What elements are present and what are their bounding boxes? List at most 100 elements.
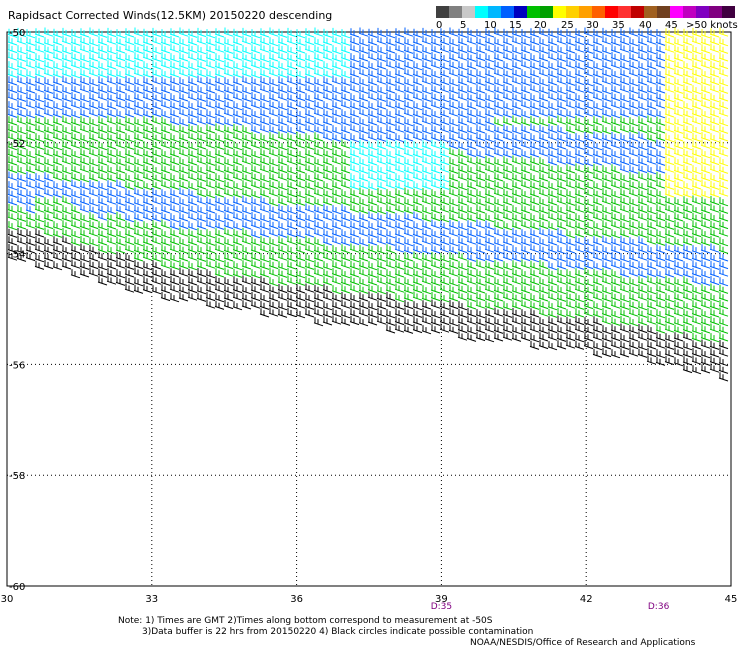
wind-barb <box>619 260 630 270</box>
wind-barb <box>493 307 504 317</box>
wind-barb <box>592 123 603 134</box>
wind-barb <box>673 124 684 134</box>
wind-barb <box>115 99 126 109</box>
wind-barb <box>682 308 693 318</box>
wind-barb <box>574 155 585 166</box>
wind-barb <box>457 323 468 334</box>
wind-barb <box>619 188 630 198</box>
wind-barb <box>277 163 288 174</box>
wind-barb <box>340 59 351 69</box>
wind-barb <box>520 76 531 86</box>
wind-barb <box>268 179 279 190</box>
wind-barb <box>142 36 153 46</box>
wind-barb <box>637 228 648 238</box>
wind-barb <box>214 93 225 103</box>
wind-barb <box>52 36 63 46</box>
wind-barb <box>61 140 72 150</box>
wind-barb <box>349 228 360 238</box>
wind-barb <box>583 117 594 127</box>
wind-barb <box>169 83 180 93</box>
wind-barb <box>196 107 207 118</box>
wind-barb <box>349 243 360 253</box>
wind-barb <box>331 165 342 175</box>
wind-barb <box>196 115 207 125</box>
wind-barb <box>655 204 666 214</box>
wind-barb <box>682 291 693 301</box>
wind-barb <box>565 59 576 69</box>
wind-barb <box>646 285 657 295</box>
wind-barb <box>97 91 108 101</box>
wind-barb <box>502 308 513 318</box>
wind-barb <box>421 195 432 205</box>
wind-barb <box>700 339 711 349</box>
wind-barb <box>430 69 441 79</box>
wind-barb <box>268 307 279 317</box>
wind-barb <box>619 243 630 253</box>
wind-barb <box>313 172 324 182</box>
wind-barb <box>646 205 657 215</box>
wind-barb <box>412 101 423 111</box>
wind-barb <box>367 148 378 158</box>
wind-barb <box>421 60 432 70</box>
wind-barb <box>133 227 144 237</box>
wind-barb <box>295 251 306 262</box>
wind-barb <box>43 187 54 197</box>
wind-barb <box>169 163 180 173</box>
legend-label: 45 <box>665 20 678 31</box>
wind-barb <box>394 173 405 183</box>
wind-barb <box>394 75 405 86</box>
wind-barb <box>43 157 54 167</box>
wind-barb <box>439 283 450 293</box>
wind-barb <box>331 155 342 165</box>
wind-barb <box>511 275 522 285</box>
wind-barb <box>493 99 504 110</box>
wind-barb <box>448 37 459 47</box>
wind-barb <box>655 59 666 69</box>
wind-barb <box>430 251 441 262</box>
wind-barb <box>556 147 567 158</box>
wind-barb <box>133 172 144 182</box>
wind-barb <box>367 251 378 261</box>
wind-barb <box>34 228 45 238</box>
wind-barb <box>565 324 576 334</box>
wind-barb <box>457 196 468 206</box>
wind-barb <box>520 109 531 119</box>
wind-barb <box>484 235 495 246</box>
wind-barb <box>79 28 90 38</box>
wind-barb <box>313 37 324 47</box>
wind-barb <box>547 283 558 294</box>
wind-barb <box>385 109 396 119</box>
wind-barb <box>142 156 153 166</box>
wind-barb <box>205 179 216 189</box>
wind-barb <box>403 252 414 262</box>
wind-barb <box>565 284 576 294</box>
wind-barb <box>718 164 729 174</box>
wind-barb <box>43 212 54 222</box>
wind-barb <box>196 165 207 175</box>
wind-barb <box>178 107 189 117</box>
wind-barb <box>493 317 504 327</box>
wind-barb <box>439 308 450 318</box>
wind-barb <box>691 260 702 270</box>
wind-barb <box>556 292 567 302</box>
wind-barb <box>394 253 405 263</box>
wind-barb <box>583 99 594 110</box>
wind-barb <box>412 163 423 174</box>
wind-barb <box>412 276 423 286</box>
wind-barb <box>700 269 711 279</box>
wind-barb <box>421 180 432 190</box>
wind-barb <box>106 165 117 175</box>
wind-barb <box>637 76 648 86</box>
wind-barb <box>574 100 585 110</box>
wind-barb <box>610 339 621 349</box>
wind-barb <box>349 35 360 46</box>
wind-barb <box>439 28 450 38</box>
wind-barb <box>133 132 144 142</box>
wind-barb <box>106 140 117 150</box>
wind-barb <box>34 173 45 183</box>
wind-barb <box>511 205 522 215</box>
wind-barb <box>160 196 171 206</box>
wind-barb <box>700 51 711 62</box>
wind-barb <box>601 205 612 215</box>
wind-barb <box>655 36 666 46</box>
